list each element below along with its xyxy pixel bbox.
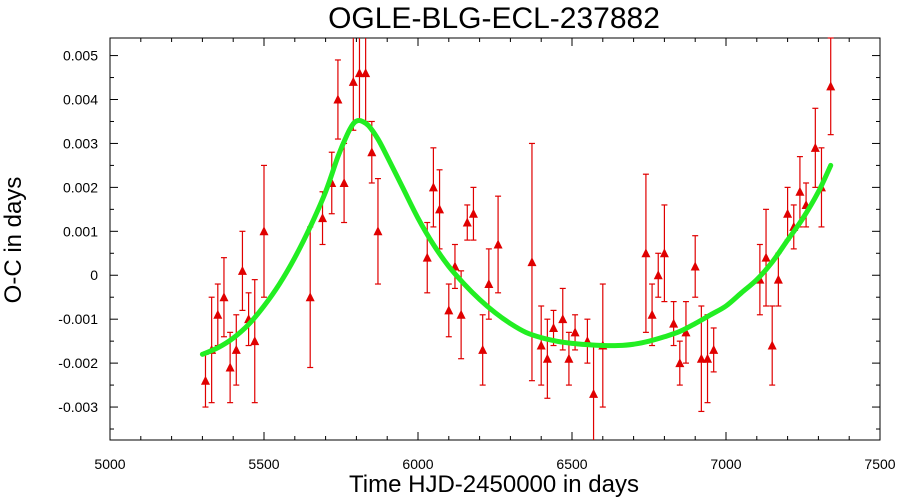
data-point xyxy=(305,292,315,302)
fit-curve xyxy=(199,117,834,357)
x-tick-label: 7000 xyxy=(710,456,741,472)
y-tick-label: 0.004 xyxy=(63,92,98,108)
y-tick-label: 0 xyxy=(90,267,98,283)
data-point xyxy=(219,292,229,302)
axis-ticks xyxy=(109,38,881,440)
data-point xyxy=(570,327,580,337)
data-point xyxy=(826,81,836,91)
y-tick-label: -0.001 xyxy=(58,311,98,327)
data-point xyxy=(767,340,777,350)
y-axis-label: O-C in days xyxy=(0,177,27,304)
chart-title: OGLE-BLG-ECL-237882 xyxy=(328,2,660,35)
data-point xyxy=(435,204,445,214)
data-point xyxy=(462,217,472,227)
data-point xyxy=(761,252,771,262)
data-point xyxy=(564,353,574,363)
data-point xyxy=(422,252,432,262)
data-point xyxy=(589,388,599,398)
data-point xyxy=(675,358,685,368)
data-point xyxy=(225,362,235,372)
data-point xyxy=(549,322,559,332)
data-point xyxy=(653,270,663,280)
y-tick-labels: -0.003 -0.002 -0.001 0 0.001 0.002 0.003 0.004 0… xyxy=(58,48,98,415)
data-point xyxy=(339,177,349,187)
data-point xyxy=(659,248,669,258)
data-points xyxy=(200,68,836,398)
data-point xyxy=(348,76,358,86)
error-bars xyxy=(202,37,834,440)
data-point xyxy=(354,68,364,78)
data-point xyxy=(810,142,820,152)
data-point xyxy=(681,327,691,337)
y-tick-label: -0.003 xyxy=(58,399,98,415)
x-tick-label: 5500 xyxy=(248,456,279,472)
x-axis-label: Time HJD-2450000 in days xyxy=(349,471,639,498)
data-point xyxy=(703,353,713,363)
y-tick-label: 0.002 xyxy=(63,179,98,195)
data-point xyxy=(493,239,503,249)
data-point xyxy=(200,375,210,385)
data-point xyxy=(783,208,793,218)
data-point xyxy=(237,265,247,275)
data-point xyxy=(428,182,438,192)
data-point xyxy=(773,274,783,284)
x-tick-label: 7500 xyxy=(864,456,895,472)
data-point xyxy=(468,208,478,218)
data-point xyxy=(690,261,700,271)
data-point xyxy=(250,336,260,346)
data-point xyxy=(641,248,651,258)
plot-frame xyxy=(109,37,881,441)
data-point xyxy=(361,68,371,78)
y-tick-label: 0.005 xyxy=(63,48,98,64)
x-tick-labels: 5000 5500 6000 6500 7000 7500 xyxy=(94,456,895,472)
data-point xyxy=(259,226,269,236)
data-point xyxy=(318,213,328,223)
y-tick-label: 0.001 xyxy=(63,223,98,239)
data-point xyxy=(558,314,568,324)
x-tick-label: 6500 xyxy=(556,456,587,472)
data-point xyxy=(444,305,454,315)
data-point xyxy=(373,226,383,236)
data-point xyxy=(669,318,679,328)
data-point xyxy=(536,340,546,350)
x-tick-label: 6000 xyxy=(402,456,433,472)
data-point xyxy=(484,279,494,289)
data-point xyxy=(795,186,805,196)
data-point xyxy=(542,353,552,363)
data-point xyxy=(527,257,537,267)
y-tick-label: 0.003 xyxy=(63,135,98,151)
data-point xyxy=(333,94,343,104)
x-tick-label: 5000 xyxy=(94,456,125,472)
data-point xyxy=(709,344,719,354)
data-point xyxy=(367,147,377,157)
data-point xyxy=(213,309,223,319)
data-point xyxy=(696,353,706,363)
data-point xyxy=(456,309,466,319)
data-point xyxy=(647,309,657,319)
data-point xyxy=(231,344,241,354)
y-tick-label: -0.002 xyxy=(58,355,98,371)
data-point xyxy=(478,344,488,354)
